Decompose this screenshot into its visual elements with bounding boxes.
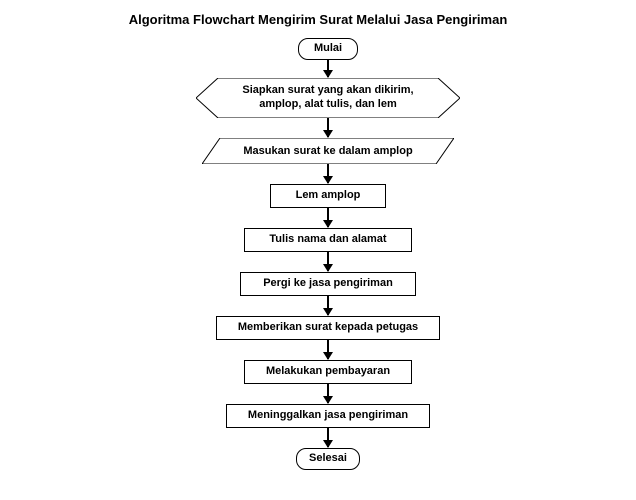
node-p4-label: Memberikan surat kepada petugas bbox=[238, 321, 418, 335]
arrow-8 bbox=[327, 428, 329, 447]
node-io-label: Masukan surat ke dalam amplop bbox=[202, 138, 454, 164]
arrow-5 bbox=[327, 296, 329, 315]
arrow-0 bbox=[327, 60, 329, 77]
node-p1: Lem amplop bbox=[270, 184, 386, 208]
node-start-label: Mulai bbox=[314, 42, 342, 56]
node-p6-label: Meninggalkan jasa pengiriman bbox=[248, 409, 408, 423]
node-p5: Melakukan pembayaran bbox=[244, 360, 412, 384]
node-p3-label: Pergi ke jasa pengiriman bbox=[263, 277, 393, 291]
node-p3: Pergi ke jasa pengiriman bbox=[240, 272, 416, 296]
arrow-7 bbox=[327, 384, 329, 403]
arrow-1 bbox=[327, 118, 329, 137]
arrow-3 bbox=[327, 208, 329, 227]
node-p4: Memberikan surat kepada petugas bbox=[216, 316, 440, 340]
arrow-6 bbox=[327, 340, 329, 359]
node-p5-label: Melakukan pembayaran bbox=[266, 365, 390, 379]
node-p2-label: Tulis nama dan alamat bbox=[269, 233, 386, 247]
node-p6: Meninggalkan jasa pengiriman bbox=[226, 404, 430, 428]
node-end-label: Selesai bbox=[309, 452, 347, 466]
node-io: Masukan surat ke dalam amplop bbox=[202, 138, 454, 164]
arrow-4 bbox=[327, 252, 329, 271]
node-p2: Tulis nama dan alamat bbox=[244, 228, 412, 252]
flowchart-canvas: Algoritma Flowchart Mengirim Surat Melal… bbox=[0, 0, 636, 500]
node-prep-label: Siapkan surat yang akan dikirim, amplop,… bbox=[196, 78, 460, 118]
node-start: Mulai bbox=[298, 38, 358, 60]
arrow-2 bbox=[327, 164, 329, 183]
chart-title: Algoritma Flowchart Mengirim Surat Melal… bbox=[0, 12, 636, 27]
node-p1-label: Lem amplop bbox=[296, 189, 361, 203]
node-prep: Siapkan surat yang akan dikirim, amplop,… bbox=[196, 78, 460, 118]
node-end: Selesai bbox=[296, 448, 360, 470]
